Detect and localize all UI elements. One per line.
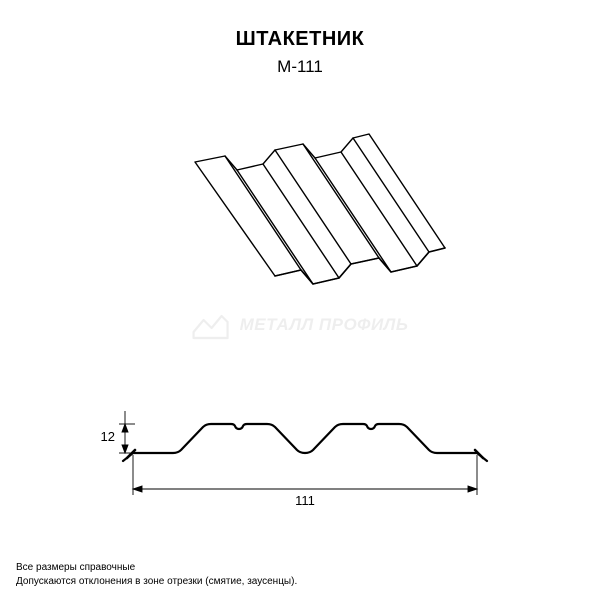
brand-watermark-text: МЕТАЛЛ ПРОФИЛЬ — [240, 315, 409, 335]
brand-logo-icon — [192, 310, 230, 340]
product-title: ШТАКЕТНИК — [0, 28, 600, 51]
width-dimension-label: 111 — [295, 493, 315, 508]
title-block: ШТАКЕТНИК М-111 — [0, 0, 600, 77]
profile-cross-section: 12 111 — [85, 405, 515, 525]
footnote: Все размеры справочные Допускаются откло… — [16, 561, 297, 588]
footnote-line-2: Допускаются отклонения в зоне отрезки (с… — [16, 575, 297, 589]
brand-watermark: МЕТАЛЛ ПРОФИЛЬ — [192, 310, 409, 340]
height-dimension-label: 12 — [101, 429, 115, 444]
footnote-line-1: Все размеры справочные — [16, 561, 297, 575]
product-model: М-111 — [0, 57, 600, 77]
isometric-drawing — [135, 120, 465, 295]
